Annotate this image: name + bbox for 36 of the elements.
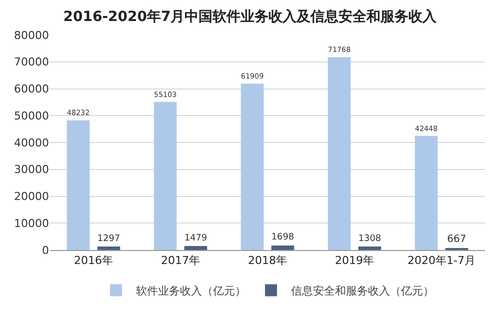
chart-title: 2016-2020年7月中国软件业务收入及信息安全和服务收入 <box>63 8 438 25</box>
y-tick-label: 30000 <box>14 163 49 176</box>
data-label: 1479 <box>184 233 208 244</box>
x-tick-label: 2018年 <box>248 254 287 268</box>
y-tick-label: 70000 <box>14 56 49 69</box>
y-tick-label: 60000 <box>14 82 49 96</box>
y-tick-label: 50000 <box>14 109 49 122</box>
bar <box>97 246 120 250</box>
x-tick-label: 2019年 <box>335 254 374 268</box>
data-label: 1698 <box>271 232 294 243</box>
x-tick-label: 2016年 <box>74 254 113 268</box>
bar <box>414 136 438 250</box>
bar <box>240 84 264 250</box>
data-label: 1297 <box>97 234 120 244</box>
data-label: 55103 <box>154 90 177 99</box>
bar <box>328 57 351 250</box>
y-tick-label: 80000 <box>14 28 49 42</box>
data-label: 61909 <box>240 71 264 80</box>
x-tick-label: 2017年 <box>161 254 200 268</box>
y-tick-label: 20000 <box>14 190 49 204</box>
y-tick-label: 10000 <box>14 216 49 230</box>
legend-label: 信息安全和服务收入（亿元） <box>291 284 434 298</box>
bar <box>184 246 208 250</box>
data-label: 1308 <box>358 234 382 244</box>
bar <box>271 245 294 250</box>
y-tick-label: 40000 <box>14 136 49 150</box>
data-label: 42448 <box>414 124 438 133</box>
bar <box>66 120 90 250</box>
y-tick-label: 0 <box>42 244 49 257</box>
bar <box>358 246 382 250</box>
data-label: 48232 <box>66 108 90 118</box>
data-label: 71768 <box>328 44 352 54</box>
bar <box>154 102 177 250</box>
x-tick-label: 2020年1-7月 <box>408 254 476 268</box>
legend-label: 软件业务收入（亿元） <box>136 284 246 298</box>
data-label: 667 <box>447 234 466 245</box>
